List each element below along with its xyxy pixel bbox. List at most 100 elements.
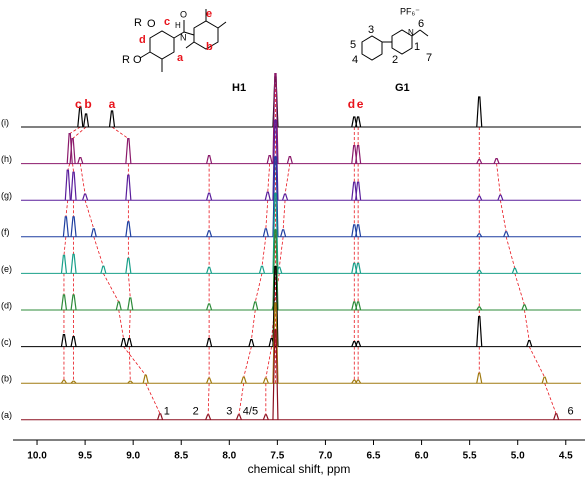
peak xyxy=(125,257,132,274)
shift-guide xyxy=(265,346,272,379)
series-label: (h) xyxy=(1,154,12,164)
peak-label: 2 xyxy=(193,406,199,418)
shift-guide xyxy=(243,346,252,378)
shift-guide xyxy=(251,309,256,340)
peak xyxy=(541,376,548,384)
peak-label: a xyxy=(109,97,116,111)
peak xyxy=(476,306,483,311)
x-tick-label: 5.5 xyxy=(463,451,477,462)
peak xyxy=(355,341,362,347)
atom-label: N xyxy=(180,32,187,42)
peak xyxy=(77,157,84,164)
peak xyxy=(70,294,77,311)
atom-label: R xyxy=(134,17,142,29)
shift-guide xyxy=(67,163,71,171)
peak xyxy=(281,193,289,201)
peak xyxy=(497,194,504,201)
shift-guide xyxy=(496,163,501,196)
peak xyxy=(70,336,77,347)
peak xyxy=(476,372,483,384)
peak xyxy=(351,145,358,164)
peak xyxy=(262,414,269,421)
g1-structure: PF₆⁻ 3 5 4 2 1 6 7 N G1 xyxy=(350,6,432,94)
x-tick-label: 6.5 xyxy=(367,451,381,462)
peak xyxy=(355,145,362,164)
peak xyxy=(476,269,483,274)
peak xyxy=(262,377,269,384)
peak xyxy=(70,253,77,274)
peak xyxy=(355,301,362,311)
shift-guide xyxy=(111,126,129,139)
peak xyxy=(351,341,358,347)
shift-guide xyxy=(123,346,146,376)
peak xyxy=(206,192,213,201)
series-label: (g) xyxy=(1,191,12,201)
peak xyxy=(286,156,293,164)
shift-guide xyxy=(79,163,86,195)
peak xyxy=(493,158,500,164)
shift-guide xyxy=(127,273,131,299)
peak xyxy=(351,181,358,201)
peak xyxy=(142,374,149,384)
shift-guide xyxy=(265,200,269,229)
x-tick-label: 10.0 xyxy=(27,451,47,462)
peak xyxy=(272,156,279,237)
structure-label: G1 xyxy=(395,82,410,94)
atom-label: 7 xyxy=(426,52,432,64)
peak xyxy=(82,193,89,201)
atom-label: H xyxy=(175,21,181,30)
x-tick-label: 7.0 xyxy=(318,451,332,462)
peak xyxy=(351,301,358,311)
peak-label: c xyxy=(75,97,82,111)
shift-guides xyxy=(63,73,557,415)
peak-label: 6 xyxy=(568,406,574,418)
peak xyxy=(351,224,358,237)
peak xyxy=(272,329,279,420)
peak xyxy=(157,413,164,420)
x-tick-label: 9.0 xyxy=(126,451,140,462)
counterion: PF₆⁻ xyxy=(400,6,420,16)
peak xyxy=(126,338,133,347)
shift-guide xyxy=(524,309,530,341)
peak xyxy=(206,266,213,274)
atom-label: O xyxy=(147,18,156,30)
peak-label: 4/5 xyxy=(243,406,258,418)
series-label: (a) xyxy=(1,410,12,420)
peak-label: 1 xyxy=(164,406,170,418)
x-tick-label: 4.5 xyxy=(559,451,573,462)
peak xyxy=(553,413,560,420)
x-tick-label: 9.5 xyxy=(78,451,92,462)
peak xyxy=(476,195,483,201)
peak xyxy=(70,171,77,201)
x-tick-label: 5.0 xyxy=(511,451,525,462)
shift-guide xyxy=(238,383,245,415)
peak-label: d xyxy=(348,97,355,111)
peak xyxy=(476,159,483,164)
shift-guide xyxy=(72,163,74,173)
peak xyxy=(70,216,77,237)
peak xyxy=(206,377,213,384)
shift-guide xyxy=(282,200,286,230)
shift-guide xyxy=(254,273,263,303)
peak xyxy=(476,96,483,128)
shift-guide xyxy=(145,383,161,414)
shift-guide xyxy=(284,163,291,195)
peak xyxy=(526,340,533,347)
shift-guide xyxy=(505,236,516,269)
peak xyxy=(206,230,213,237)
shift-guide xyxy=(93,236,104,267)
atom-label: O xyxy=(133,54,142,66)
peak xyxy=(206,155,213,164)
shift-guide xyxy=(207,383,210,415)
peak xyxy=(511,267,518,274)
peak xyxy=(264,191,271,201)
peak xyxy=(521,304,528,311)
peak xyxy=(355,262,362,274)
peak xyxy=(272,266,279,347)
atom-label: 1 xyxy=(414,41,420,53)
shift-guide xyxy=(84,200,95,229)
atom-label: 4 xyxy=(352,54,358,66)
atom-label: a xyxy=(177,52,184,64)
peak xyxy=(266,155,273,164)
